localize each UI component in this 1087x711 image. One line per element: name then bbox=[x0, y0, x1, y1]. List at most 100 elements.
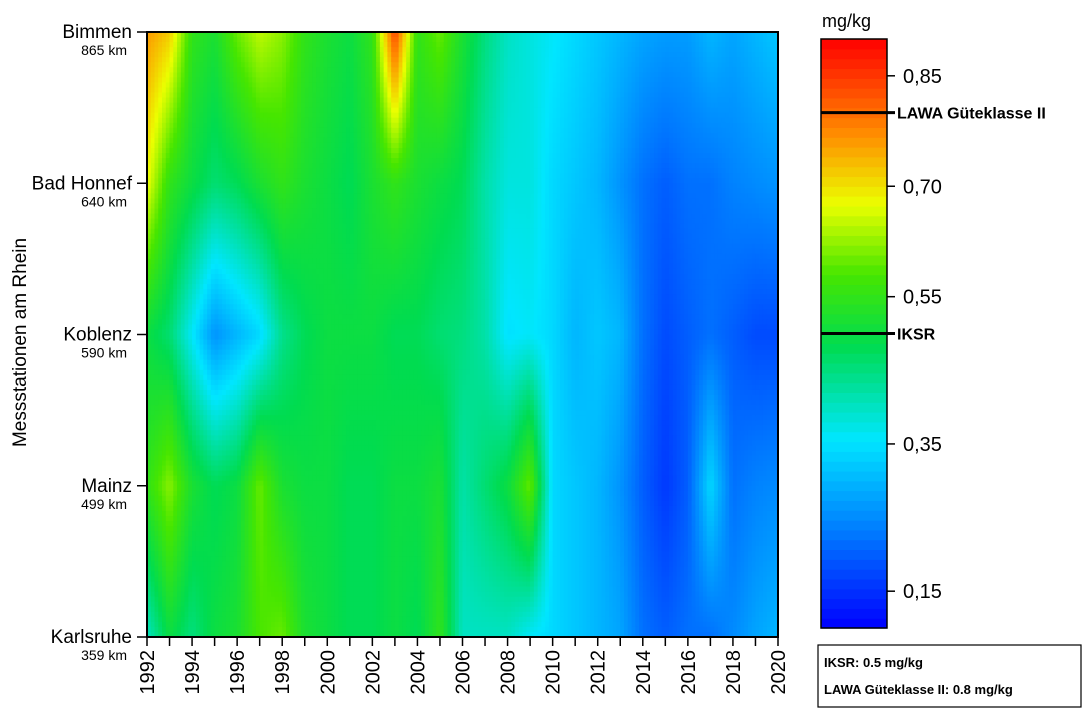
heatmap-cell bbox=[473, 67, 479, 73]
heatmap-cell bbox=[571, 163, 576, 169]
heatmap-cell bbox=[639, 67, 644, 73]
heatmap-cell bbox=[657, 173, 663, 179]
heatmap-cell bbox=[762, 137, 768, 144]
heatmap-cell bbox=[323, 163, 328, 169]
heatmap-cell bbox=[691, 82, 696, 89]
heatmap-cell bbox=[541, 82, 546, 89]
heatmap-cell bbox=[203, 72, 208, 78]
heatmap-cell bbox=[421, 32, 426, 38]
heatmap-cell bbox=[672, 173, 678, 179]
heatmap-cell bbox=[331, 52, 336, 58]
heatmap-cell bbox=[702, 173, 708, 179]
heatmap-cell bbox=[349, 112, 355, 119]
heatmap-cell bbox=[327, 37, 332, 43]
heatmap-cell bbox=[447, 102, 452, 109]
heatmap-cell bbox=[368, 132, 373, 139]
heatmap-cell bbox=[203, 47, 208, 53]
heatmap-cell bbox=[255, 173, 261, 179]
heatmap-cell bbox=[500, 72, 505, 78]
heatmap-cell bbox=[229, 112, 234, 119]
heatmap-cell bbox=[518, 37, 524, 43]
heatmap-cell bbox=[684, 92, 689, 99]
heatmap-cell bbox=[575, 42, 580, 48]
heatmap-cell bbox=[376, 62, 381, 68]
heatmap-cell bbox=[669, 47, 674, 53]
heatmap-cell bbox=[492, 132, 497, 139]
heatmap-cell bbox=[218, 52, 223, 58]
heatmap-cell bbox=[507, 77, 512, 84]
heatmap-cell bbox=[383, 132, 388, 139]
heatmap-cell bbox=[346, 52, 351, 58]
heatmap-cell bbox=[432, 142, 437, 149]
heatmap-cell bbox=[657, 168, 663, 174]
heatmap-cell bbox=[684, 32, 689, 38]
heatmap-cell bbox=[233, 107, 238, 114]
heatmap-cell bbox=[304, 168, 310, 174]
heatmap-cell bbox=[481, 127, 486, 134]
heatmap-cell bbox=[717, 153, 723, 159]
heatmap-cell bbox=[229, 178, 234, 184]
heatmap-cell bbox=[545, 122, 550, 129]
heatmap-cell bbox=[154, 92, 159, 99]
heatmap-cell bbox=[556, 37, 561, 43]
heatmap-cell bbox=[612, 37, 618, 43]
heatmap-cell bbox=[169, 67, 174, 73]
heatmap-cell bbox=[747, 122, 753, 129]
heatmap-cell bbox=[639, 132, 644, 139]
heatmap-cell bbox=[195, 137, 201, 144]
heatmap-cell bbox=[413, 163, 419, 169]
heatmap-cell bbox=[240, 42, 246, 48]
heatmap-cell bbox=[413, 168, 419, 174]
heatmap-cell bbox=[398, 107, 404, 114]
heatmap-cell bbox=[263, 153, 268, 159]
heatmap-cell bbox=[454, 142, 460, 149]
heatmap-cell bbox=[297, 127, 302, 134]
heatmap-cell bbox=[567, 72, 573, 78]
heatmap-cell bbox=[530, 92, 535, 99]
heatmap-cell bbox=[695, 107, 700, 114]
heatmap-cell bbox=[755, 117, 760, 124]
heatmap-cell bbox=[248, 102, 253, 109]
heatmap-cell bbox=[406, 117, 411, 124]
heatmap-cell bbox=[300, 153, 306, 159]
heatmap-cell bbox=[154, 158, 159, 164]
heatmap-cell bbox=[402, 92, 407, 99]
heatmap-cell bbox=[210, 137, 216, 144]
heatmap-cell bbox=[372, 117, 377, 124]
heatmap-cell bbox=[680, 178, 685, 184]
heatmap-cell bbox=[695, 137, 700, 144]
heatmap-cell bbox=[563, 42, 569, 48]
heatmap-cell bbox=[485, 72, 490, 78]
heatmap-cell bbox=[631, 87, 636, 94]
heatmap-cell bbox=[680, 67, 685, 73]
heatmap-cell bbox=[560, 92, 565, 99]
heatmap-cell bbox=[233, 82, 238, 89]
heatmap-cell bbox=[714, 142, 719, 149]
heatmap-cell bbox=[548, 153, 554, 159]
heatmap-cell bbox=[586, 122, 591, 129]
heatmap-cell bbox=[477, 153, 482, 159]
heatmap-cell bbox=[676, 147, 681, 154]
heatmap-cell bbox=[289, 117, 295, 124]
heatmap-cell bbox=[424, 107, 430, 114]
heatmap-cell bbox=[624, 178, 629, 184]
heatmap-cell bbox=[282, 77, 287, 84]
heatmap-cell bbox=[391, 57, 396, 63]
heatmap-cell bbox=[695, 142, 700, 149]
heatmap-cell bbox=[147, 178, 152, 184]
heatmap-cell bbox=[214, 82, 219, 89]
heatmap-cell bbox=[417, 52, 422, 58]
heatmap-cell bbox=[165, 173, 171, 179]
heatmap-cell bbox=[477, 67, 482, 73]
heatmap-cell bbox=[282, 132, 287, 139]
heatmap-cell bbox=[165, 147, 171, 154]
heatmap-cell bbox=[661, 112, 666, 119]
heatmap-cell bbox=[334, 62, 340, 68]
heatmap-cell bbox=[428, 122, 434, 129]
heatmap-cell bbox=[492, 147, 497, 154]
heatmap-cell bbox=[454, 122, 460, 129]
heatmap-cell bbox=[676, 102, 681, 109]
heatmap-cell bbox=[492, 163, 497, 169]
heatmap-cell bbox=[398, 117, 404, 124]
heatmap-cell bbox=[229, 92, 234, 99]
